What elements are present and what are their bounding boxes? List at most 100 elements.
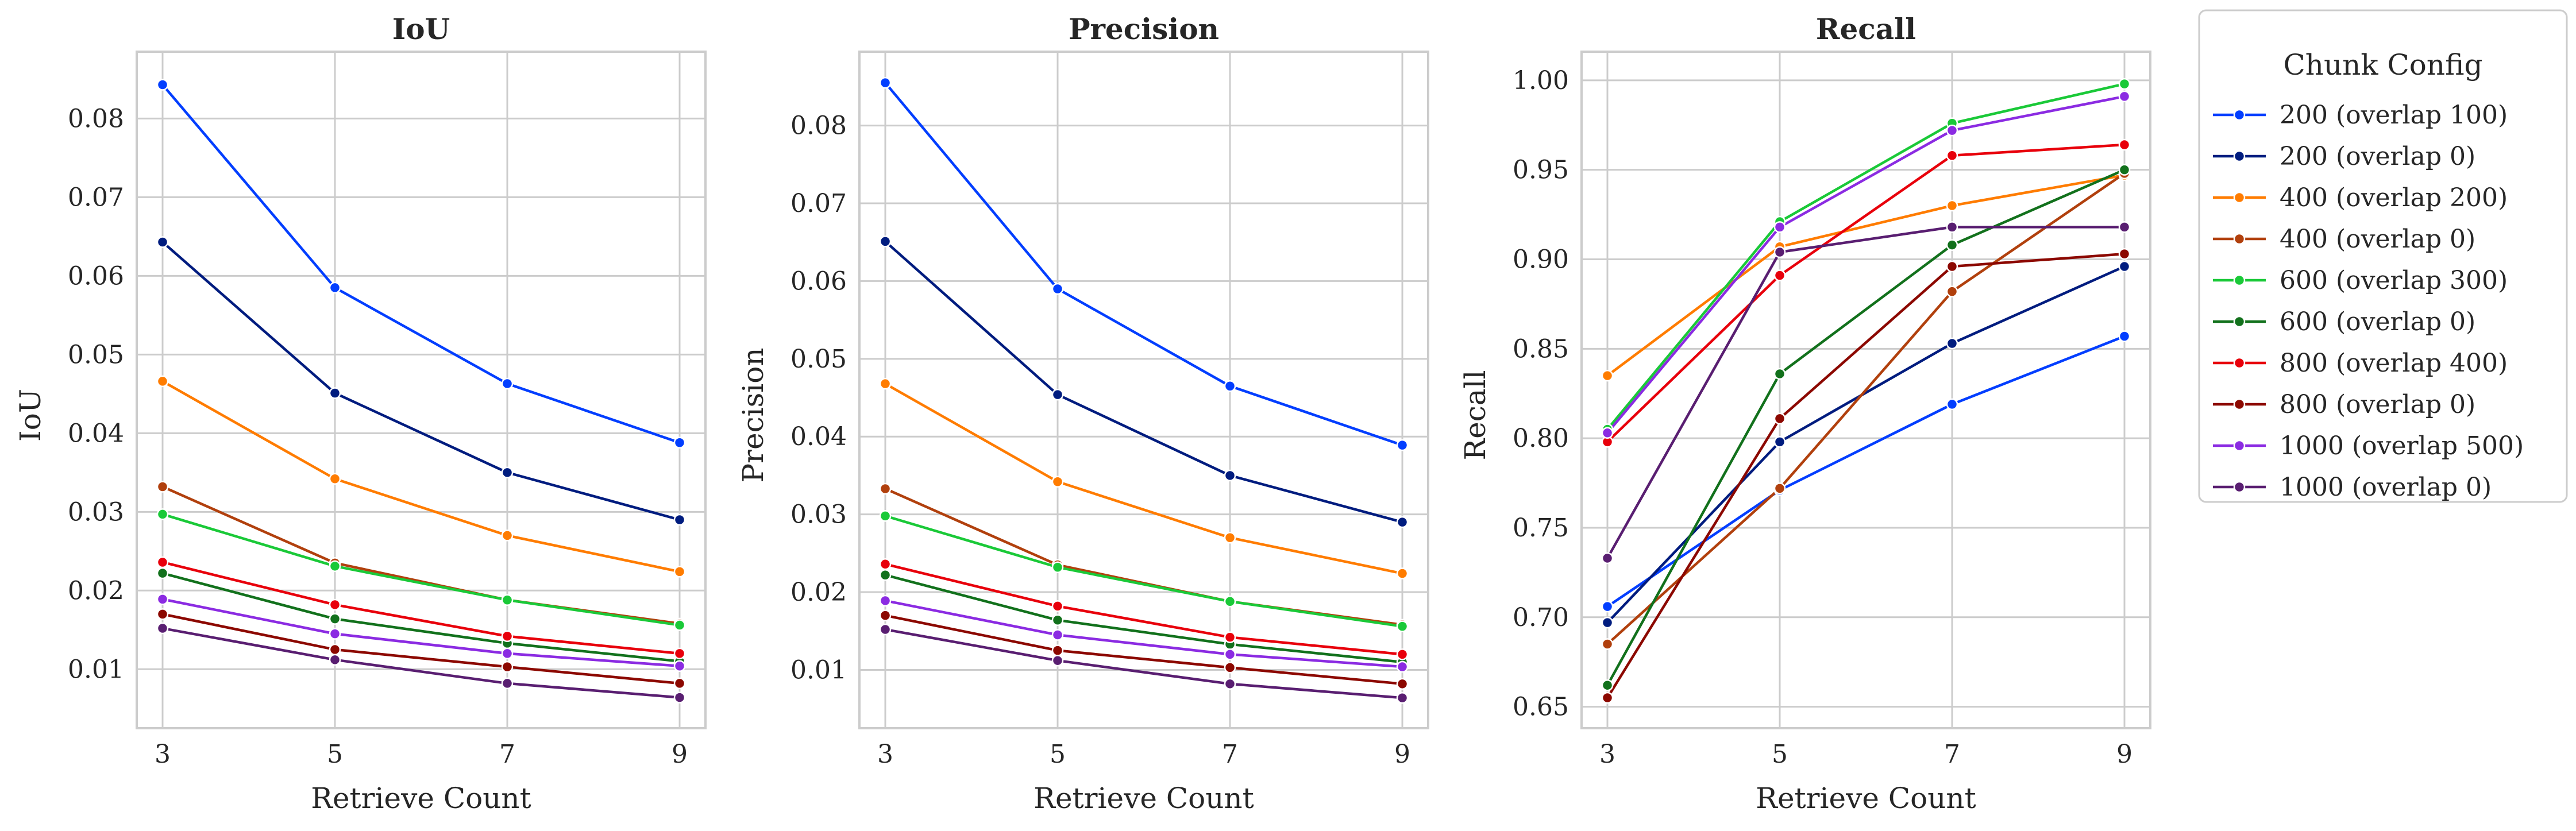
tick-labels: 0.65 0.70 0.75 0.80 0.85 0.90 0.95 1.00 3 5 7 9 xyxy=(1513,66,2132,769)
data-point xyxy=(1601,679,1614,691)
y-tick-label: 0.05 xyxy=(790,345,847,374)
data-point xyxy=(1051,644,1064,656)
data-point xyxy=(1224,596,1236,608)
series-line xyxy=(162,513,680,627)
data-point xyxy=(1946,337,1958,350)
x-tick-label: 5 xyxy=(1772,740,1788,769)
data-point xyxy=(1946,239,1958,251)
x-tick-label: 7 xyxy=(1944,740,1960,769)
data-point xyxy=(156,375,169,388)
y-tick-label: 0.01 xyxy=(68,655,124,684)
series-line xyxy=(1606,95,2125,434)
legend-entry: 1000 (overlap 500) xyxy=(2213,431,2524,461)
y-tick-label: 0.04 xyxy=(790,422,847,451)
data-point xyxy=(501,594,514,606)
legend-label: 600 (overlap 300) xyxy=(2280,266,2508,295)
legend-label: 800 (overlap 0) xyxy=(2280,390,2475,419)
series-line xyxy=(884,82,1403,447)
data-point xyxy=(329,643,341,656)
series-line xyxy=(1606,82,2125,430)
data-point xyxy=(501,529,514,542)
data-point xyxy=(156,567,169,579)
x-axis-label: Retrieve Count xyxy=(1034,782,1254,815)
data-point xyxy=(879,235,892,248)
chart-title: IoU xyxy=(392,12,450,46)
y-tick-label: 0.90 xyxy=(1513,245,1569,275)
data-point xyxy=(1773,269,1786,281)
x-tick-label: 9 xyxy=(1394,740,1410,769)
data-point xyxy=(501,677,514,690)
data-point xyxy=(879,609,892,621)
data-point xyxy=(1224,631,1236,643)
data-point xyxy=(1051,388,1064,401)
legend-label: 200 (overlap 0) xyxy=(2280,142,2475,171)
data-point xyxy=(2118,221,2131,233)
x-tick-label: 5 xyxy=(1050,740,1066,769)
y-tick-label: 1.00 xyxy=(1513,66,1569,95)
data-point xyxy=(1601,369,1614,382)
data-point xyxy=(1224,662,1236,674)
data-point xyxy=(1773,368,1786,380)
series-line xyxy=(885,574,1403,664)
series-lines xyxy=(1606,82,2126,699)
data-point xyxy=(1946,199,1958,212)
y-tick-label: 0.05 xyxy=(68,340,124,369)
data-point xyxy=(1946,124,1958,137)
data-point xyxy=(673,647,686,660)
x-axis-label: Retrieve Count xyxy=(311,782,531,815)
y-tick-label: 0.01 xyxy=(790,655,847,685)
legend-swatch-marker xyxy=(2233,315,2246,328)
plot-frame xyxy=(1580,51,2151,729)
legend-swatch-marker xyxy=(2233,398,2246,411)
data-point xyxy=(501,630,514,642)
legend-entry: 400 (overlap 200) xyxy=(2213,183,2508,212)
tick-labels: 0.01 0.02 0.03 0.04 0.05 0.06 0.07 0.08 3 5 7 9 xyxy=(68,104,688,769)
data-point xyxy=(1601,600,1614,613)
data-point xyxy=(2118,138,2131,151)
data-point xyxy=(879,76,892,89)
series-line xyxy=(1606,172,2126,646)
series-line xyxy=(1606,173,2125,377)
legend-swatch-marker xyxy=(2233,109,2246,121)
y-tick-label: 0.08 xyxy=(790,111,847,141)
y-tick-label: 0.06 xyxy=(68,261,124,291)
data-point xyxy=(2118,260,2131,273)
x-tick-label: 7 xyxy=(1222,740,1238,769)
data-point xyxy=(1773,221,1786,233)
series-line xyxy=(162,561,680,655)
data-point xyxy=(501,377,514,390)
series-lines xyxy=(161,84,680,699)
data-point xyxy=(1946,221,1958,233)
y-tick-label: 0.03 xyxy=(790,500,847,529)
data-point xyxy=(1224,648,1236,660)
data-point xyxy=(329,598,341,611)
x-tick-label: 3 xyxy=(877,740,893,769)
legend-label: 800 (overlap 400) xyxy=(2280,349,2508,378)
data-point xyxy=(1396,660,1409,673)
series-line xyxy=(162,627,680,699)
data-point xyxy=(1396,648,1409,660)
data-point xyxy=(329,281,341,294)
legend-entry: 600 (overlap 0) xyxy=(2213,307,2475,337)
series-line xyxy=(1606,335,2125,608)
series-line xyxy=(885,515,1403,628)
y-axis-label: Precision xyxy=(736,347,770,482)
data-point xyxy=(673,660,686,672)
legend-box xyxy=(2198,9,2568,503)
data-point xyxy=(501,660,514,673)
y-tick-label: 0.80 xyxy=(1513,424,1569,453)
series-line xyxy=(161,380,680,573)
series-line xyxy=(162,598,680,668)
legend-swatch-marker xyxy=(2233,274,2246,287)
chart-title: Recall xyxy=(1816,12,1916,46)
series-line xyxy=(885,614,1403,686)
y-tick-label: 0.04 xyxy=(68,419,124,448)
data-point xyxy=(1396,516,1409,528)
series-line xyxy=(162,571,680,663)
legend-label: 400 (overlap 200) xyxy=(2280,183,2508,212)
chart-panel-recall: Recall Retrieve Count Recall 0.65 0.70 0.7… xyxy=(1459,12,2151,815)
y-tick-label: 0.70 xyxy=(1513,603,1569,632)
series-markers xyxy=(879,76,1409,704)
data-point xyxy=(156,622,169,635)
